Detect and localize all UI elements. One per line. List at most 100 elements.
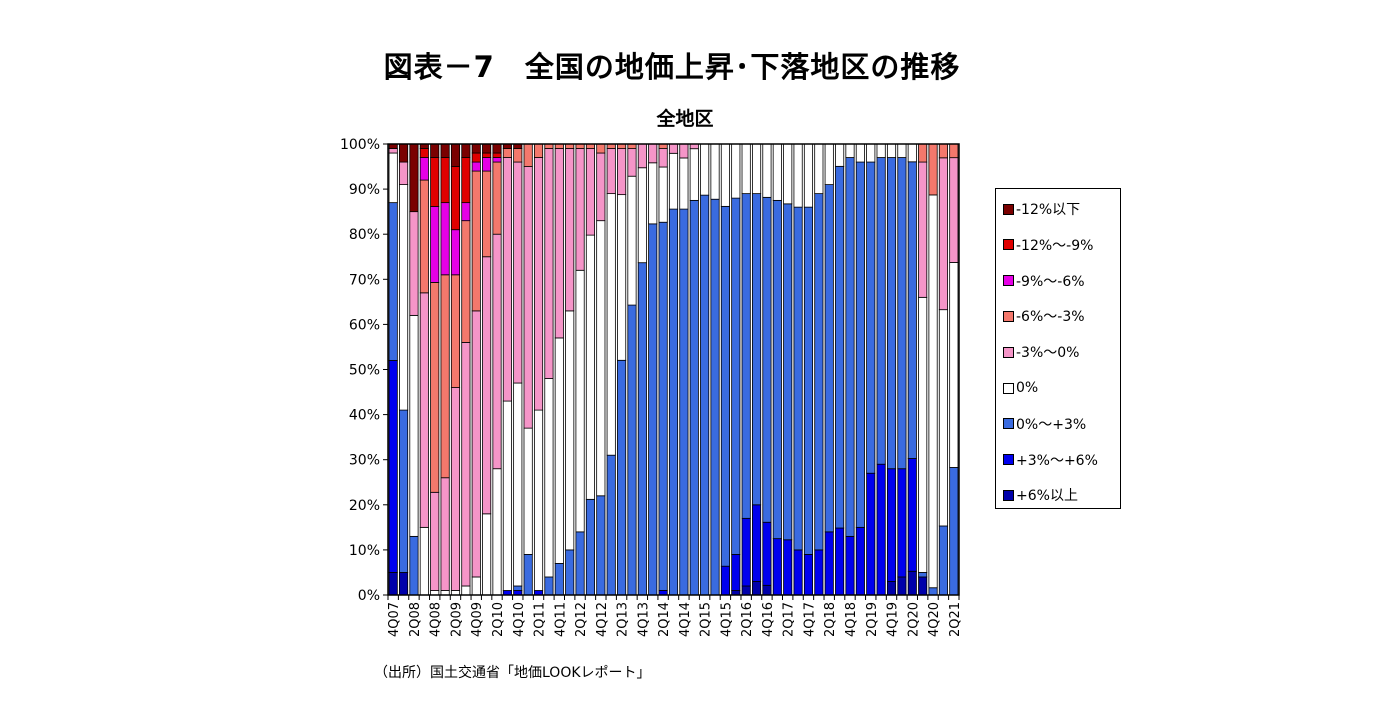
legend-label: 0% (1016, 380, 1039, 396)
bar-segment-1Q14-s2 (648, 223, 658, 596)
bar-segment-2Q11-s4 (533, 157, 544, 411)
bar-segment-3Q11-s3 (544, 378, 554, 578)
bar-segment-2Q21-s2 (949, 467, 959, 596)
legend-swatch (1003, 275, 1014, 287)
bar-segment-4Q17-s2 (803, 206, 814, 555)
bar-segment-1Q15-s3 (689, 148, 699, 201)
y-tick-label-20: 20% (349, 498, 380, 514)
bar-segment-1Q17-s1 (772, 538, 782, 596)
bar-segment-4Q08-s7 (430, 156, 440, 207)
bar-segment-4Q07-s2 (388, 202, 398, 361)
bar-segment-3Q17-s3 (793, 143, 803, 208)
bar-segment-4Q17-s1 (803, 554, 814, 596)
bar-segment-1Q17-s3 (772, 143, 782, 201)
bar-segment-4Q07-s4 (388, 148, 398, 154)
x-tick-label-2Q15: 2Q15 (699, 602, 714, 637)
bar-segment-4Q14-s2 (679, 208, 689, 596)
bar-segment-2Q13-s3 (617, 194, 627, 361)
x-tick-label-2Q16: 2Q16 (740, 602, 755, 637)
legend-item: -6%～-3% (1003, 306, 1085, 326)
bar-segment-2Q10-s5 (492, 161, 502, 235)
bar-segment-2Q19-s3 (866, 143, 876, 163)
bar-segment-4Q08-s8 (430, 143, 440, 158)
y-tick-label-10: 10% (349, 543, 380, 559)
bar-segment-1Q12-s2 (565, 549, 575, 596)
bar-segment-4Q15-s3 (720, 143, 730, 207)
bar-segment-3Q14-s2 (668, 208, 679, 596)
bar-segment-2Q10-s4 (492, 233, 502, 470)
bar-segment-3Q14-s4 (668, 143, 679, 154)
bar-segment-1Q20-s0 (897, 576, 907, 596)
bar-segment-4Q07-s0 (388, 572, 398, 596)
bar-segment-1Q08-s2 (399, 409, 409, 573)
bar-segment-2Q09-s7 (450, 166, 461, 231)
bar-segment-1Q18-s3 (814, 143, 824, 195)
bar-segment-2Q19-s1 (866, 472, 876, 596)
bar-segment-4Q20-s5 (928, 143, 938, 196)
legend-item: 0%～+3% (1003, 414, 1086, 434)
legend-label: -6%～-3% (1016, 309, 1085, 326)
bar-segment-3Q16-s3 (752, 143, 762, 195)
bar-segment-1Q18-s1 (814, 549, 824, 596)
bar-segment-1Q09-s4 (440, 477, 450, 591)
y-tick-label-80: 80% (349, 227, 380, 243)
bar-segment-2Q10-s7 (492, 152, 502, 158)
bar-segment-3Q15-s3 (710, 143, 720, 200)
bar-segment-3Q15-s2 (710, 198, 720, 596)
bar-segment-3Q09-s5 (461, 220, 471, 343)
bar-segment-4Q07-s3 (388, 152, 398, 204)
bar-segment-3Q20-s5 (918, 143, 928, 163)
bar-segment-3Q09-s8 (461, 143, 471, 158)
bar-segment-1Q11-s5 (523, 143, 533, 167)
bar-segment-2Q21-s4 (949, 157, 959, 263)
bar-segment-4Q17-s3 (803, 143, 814, 208)
x-tick-label-4Q20: 4Q20 (927, 602, 942, 637)
bar-segment-1Q11-s2 (523, 554, 533, 596)
bar-segment-1Q09-s6 (440, 202, 450, 276)
chart-legend: -12%以下 -12%～-9% -9%～-6% -6%～-3% -3%～0% 0% 0%～+… (995, 188, 1121, 509)
bar-segment-3Q10-s3 (502, 400, 512, 591)
bar-segment-4Q15-s2 (720, 205, 730, 567)
bar-segment-3Q13-s4 (627, 148, 637, 177)
bar-segment-1Q09-s8 (440, 143, 450, 158)
legend-swatch (1003, 418, 1014, 430)
y-tick-label-50: 50% (349, 363, 380, 379)
bar-segment-4Q11-s2 (554, 563, 564, 596)
x-tick-label-4Q13: 4Q13 (636, 602, 651, 637)
x-tick-label-4Q08: 4Q08 (429, 602, 444, 637)
bar-segment-1Q16-s1 (731, 554, 741, 591)
bar-segment-2Q08-s2 (409, 535, 419, 596)
bar-segment-1Q08-s4 (399, 161, 409, 185)
y-tick-label-70: 70% (349, 272, 380, 288)
bar-segment-2Q12-s3 (575, 269, 585, 533)
bar-segment-4Q08-s4 (430, 491, 440, 591)
bar-segment-1Q11-s3 (523, 427, 533, 555)
bar-segment-2Q16-s1 (741, 517, 751, 587)
bar-segment-1Q21-s2 (938, 525, 948, 596)
x-tick-label-4Q11: 4Q11 (553, 602, 568, 637)
bar-segment-3Q16-s2 (752, 193, 762, 506)
legend-swatch (1003, 203, 1014, 215)
bar-segment-1Q10-s6 (482, 157, 492, 172)
bar-segment-1Q10-s7 (482, 152, 492, 158)
y-tick-label-60: 60% (349, 317, 380, 333)
bar-segment-1Q20-s2 (897, 157, 907, 470)
bar-segment-1Q10-s4 (482, 256, 492, 515)
bar-segment-4Q08-s5 (430, 282, 440, 493)
bar-segment-2Q21-s5 (949, 143, 959, 159)
bar-segment-3Q19-s1 (876, 463, 886, 596)
bar-segment-4Q11-s4 (554, 148, 564, 339)
x-tick-label-4Q14: 4Q14 (678, 602, 693, 637)
bar-segment-1Q17-s2 (772, 199, 782, 540)
legend-item: -9%～-6% (1003, 271, 1085, 291)
bar-segment-2Q08-s8 (409, 143, 419, 213)
bar-segment-3Q19-s2 (876, 157, 886, 465)
bar-segment-3Q20-s4 (918, 161, 928, 298)
bar-segment-1Q13-s3 (606, 193, 616, 456)
bar-segment-3Q09-s3 (461, 585, 471, 596)
legend-item: +6%以上 (1003, 485, 1078, 505)
bar-segment-3Q20-s0 (918, 576, 928, 596)
bar-segment-3Q18-s3 (835, 143, 845, 167)
bar-segment-1Q16-s2 (731, 197, 741, 555)
x-tick-label-2Q13: 2Q13 (616, 602, 631, 637)
